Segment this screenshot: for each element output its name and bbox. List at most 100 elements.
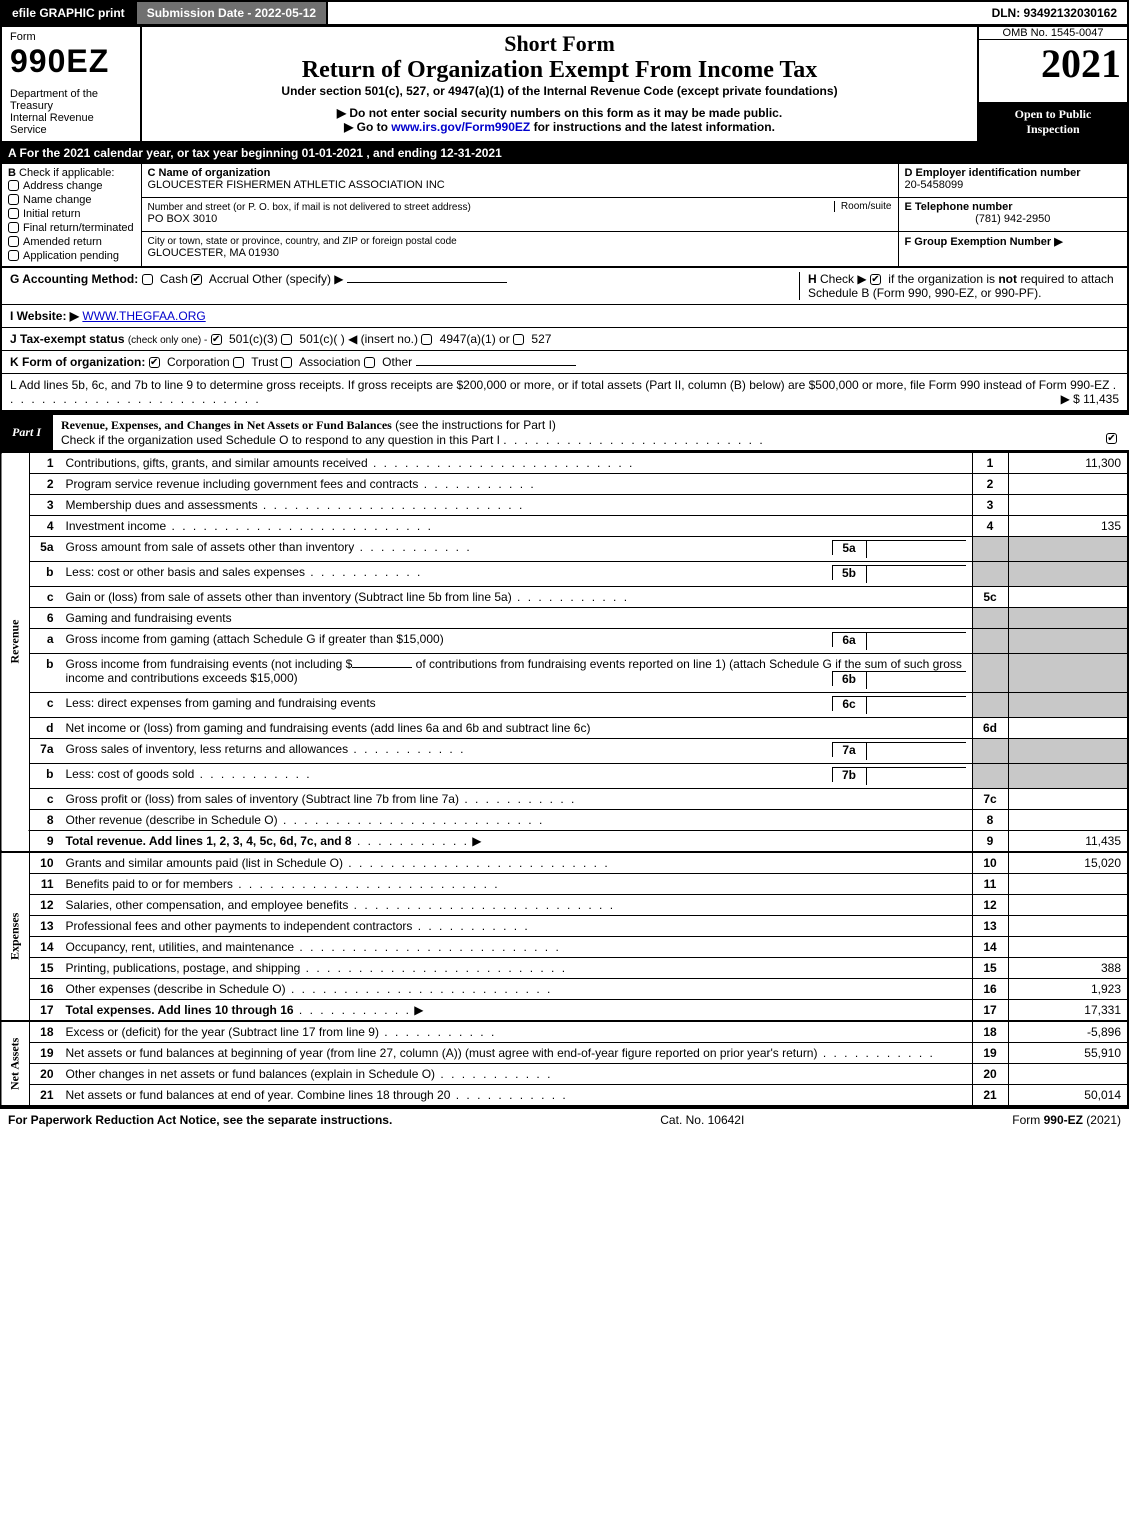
- line-20-ln: 20: [972, 1063, 1008, 1084]
- ssn-warning: ▶ Do not enter social security numbers o…: [150, 106, 969, 120]
- check-cash[interactable]: [142, 274, 153, 285]
- dln-label: DLN: 93492132030162: [982, 2, 1127, 24]
- room-label: Room/suite: [834, 201, 892, 212]
- line-6d-num: d: [30, 717, 60, 738]
- line-2-text: Program service revenue including govern…: [60, 473, 973, 494]
- line-17-amt: 17,331: [1008, 999, 1128, 1021]
- j-label: J Tax-exempt status: [10, 332, 125, 346]
- other-label: Other (specify) ▶: [252, 272, 343, 286]
- line-7b-sub: 7b: [832, 767, 866, 782]
- check-h[interactable]: [870, 274, 881, 285]
- tax-year: 2021: [979, 40, 1127, 87]
- check-527[interactable]: [513, 334, 524, 345]
- line-6-ln: [972, 607, 1008, 628]
- f-label: F Group Exemption Number ▶: [905, 236, 1063, 248]
- org-address: PO BOX 3010: [148, 213, 218, 225]
- line-5a-ln: [972, 536, 1008, 561]
- expenses-vlabel: Expenses: [1, 852, 30, 1021]
- line-17-num: 17: [30, 999, 60, 1021]
- check-amended-return[interactable]: Amended return: [8, 235, 135, 249]
- line-6b-amt: [1008, 653, 1128, 692]
- line-6b-blank[interactable]: [352, 667, 412, 668]
- k-other-input[interactable]: [416, 365, 576, 366]
- check-address-change[interactable]: Address change: [8, 179, 135, 193]
- line-21-amt: 50,014: [1008, 1084, 1128, 1106]
- line-15-text: Printing, publications, postage, and shi…: [60, 957, 973, 978]
- check-initial-return[interactable]: Initial return: [8, 207, 135, 221]
- top-bar: efile GRAPHIC print Submission Date - 20…: [0, 0, 1129, 26]
- check-501c[interactable]: [281, 334, 292, 345]
- line-12-ln: 12: [972, 894, 1008, 915]
- line-7c-num: c: [30, 788, 60, 809]
- line-10-amt: 15,020: [1008, 852, 1128, 874]
- line-7b-ln: [972, 763, 1008, 788]
- line-6c-amt: [1008, 692, 1128, 717]
- irs-link[interactable]: www.irs.gov/Form990EZ: [391, 120, 530, 134]
- line-11-num: 11: [30, 873, 60, 894]
- line-10-text: Grants and similar amounts paid (list in…: [60, 852, 973, 874]
- section-a-bar: A For the 2021 calendar year, or tax yea…: [0, 143, 1129, 163]
- line-6b-ln: [972, 653, 1008, 692]
- line-4-num: 4: [30, 515, 60, 536]
- line-14-amt: [1008, 936, 1128, 957]
- check-corporation[interactable]: [149, 357, 160, 368]
- row-i: I Website: ▶ WWW.THEGFAA.ORG: [0, 305, 1129, 328]
- line-5c-text: Gain or (loss) from sale of assets other…: [60, 586, 973, 607]
- line-11-ln: 11: [972, 873, 1008, 894]
- k-other: Other: [382, 355, 412, 369]
- line-6c-ln: [972, 692, 1008, 717]
- line-8-num: 8: [30, 809, 60, 830]
- dept-label: Department of the Treasury Internal Reve…: [10, 88, 132, 136]
- check-name-change[interactable]: Name change: [8, 193, 135, 207]
- line-16-ln: 16: [972, 978, 1008, 999]
- part-i-label: Part I: [0, 422, 53, 443]
- website-link[interactable]: WWW.THEGFAA.ORG: [82, 309, 205, 323]
- main-title: Return of Organization Exempt From Incom…: [150, 57, 969, 84]
- goto-suffix: for instructions and the latest informat…: [530, 120, 775, 134]
- check-4947[interactable]: [421, 334, 432, 345]
- check-accrual[interactable]: [191, 274, 202, 285]
- line-6a-amt: [1008, 628, 1128, 653]
- revenue-vlabel: Revenue: [1, 453, 30, 831]
- line-5c-num: c: [30, 586, 60, 607]
- line-10-ln: 10: [972, 852, 1008, 874]
- line-9-ln: 9: [972, 830, 1008, 852]
- b-label: B: [8, 167, 16, 179]
- line-6a-text: Gross income from gaming (attach Schedul…: [60, 628, 973, 653]
- line-13-num: 13: [30, 915, 60, 936]
- check-other-org[interactable]: [364, 357, 375, 368]
- check-final-return[interactable]: Final return/terminated: [8, 221, 135, 235]
- l-amount: ▶ $ 11,435: [1061, 392, 1119, 406]
- line-6b-sub: 6b: [832, 671, 866, 686]
- line-10-num: 10: [30, 852, 60, 874]
- line-21-num: 21: [30, 1084, 60, 1106]
- line-18-ln: 18: [972, 1021, 1008, 1043]
- line-5b-num: b: [30, 561, 60, 586]
- line-7b-text: Less: cost of goods sold7b: [60, 763, 973, 788]
- check-trust[interactable]: [233, 357, 244, 368]
- line-6a-subval: [866, 632, 966, 650]
- line-1-num: 1: [30, 453, 60, 474]
- line-7a-text: Gross sales of inventory, less returns a…: [60, 738, 973, 763]
- k-corp: Corporation: [167, 355, 230, 369]
- line-19-amt: 55,910: [1008, 1042, 1128, 1063]
- check-application-pending[interactable]: Application pending: [8, 249, 135, 263]
- short-form-title: Short Form: [150, 31, 969, 57]
- check-schedule-o[interactable]: [1106, 433, 1117, 444]
- org-city: GLOUCESTER, MA 01930: [148, 247, 279, 259]
- addr-label: Number and street (or P. O. box, if mail…: [148, 202, 471, 213]
- subtitle: Under section 501(c), 527, or 4947(a)(1)…: [150, 84, 969, 98]
- line-5c-ln: 5c: [972, 586, 1008, 607]
- check-association[interactable]: [281, 357, 292, 368]
- row-j: J Tax-exempt status (check only one) - 5…: [0, 328, 1129, 351]
- k-label: K Form of organization:: [10, 355, 145, 369]
- line-19-text: Net assets or fund balances at beginning…: [60, 1042, 973, 1063]
- line-17-text: Total expenses. Add lines 10 through 16 …: [60, 999, 973, 1021]
- efile-print-label[interactable]: efile GRAPHIC print: [2, 2, 135, 24]
- part-i-title: Revenue, Expenses, and Changes in Net As…: [53, 415, 1129, 450]
- check-501c3[interactable]: [211, 334, 222, 345]
- omb-number: OMB No. 1545-0047: [979, 27, 1127, 40]
- other-specify-input[interactable]: [347, 282, 507, 283]
- open-inspection-box: Open to Public Inspection: [978, 102, 1128, 142]
- line-6a-num: a: [30, 628, 60, 653]
